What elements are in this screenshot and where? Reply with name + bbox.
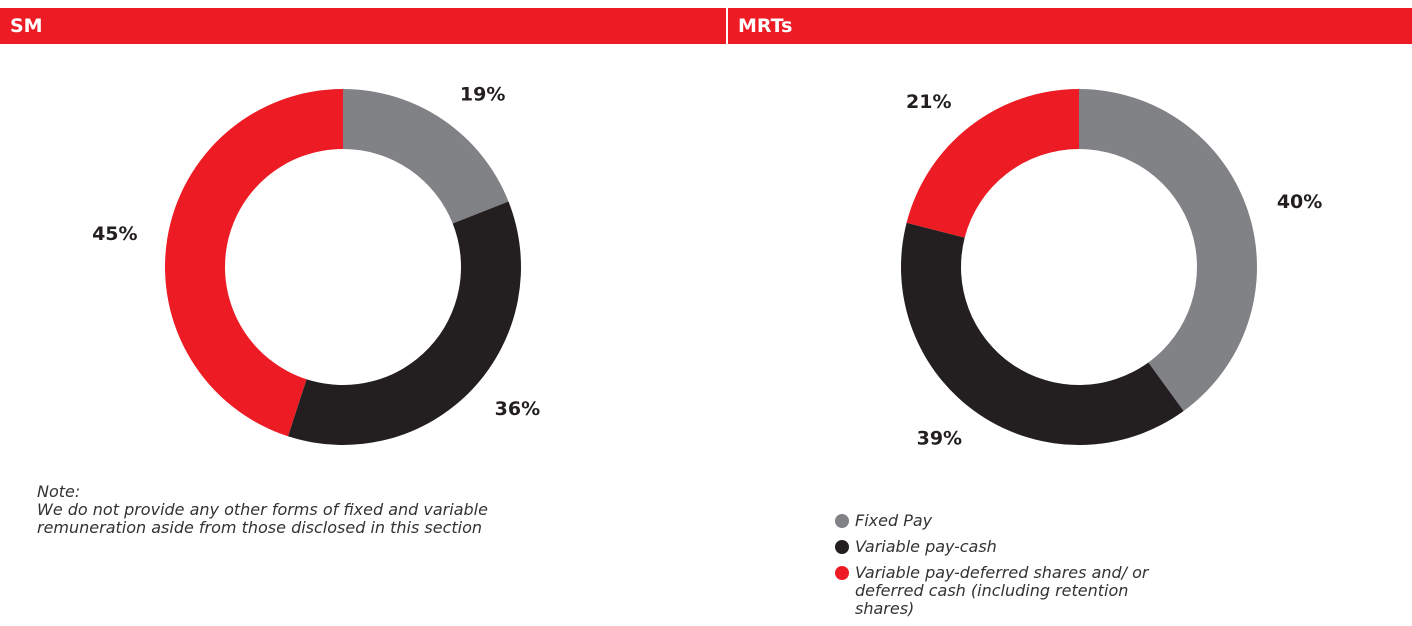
note-text: We do not provide any other forms of fix… [37, 500, 488, 537]
value-label: 45% [92, 223, 137, 245]
value-label: 39% [917, 428, 962, 450]
header-bar: MRTs [728, 8, 1412, 44]
value-label: 21% [906, 91, 951, 113]
donut-slice [287, 201, 521, 446]
legend-swatch [835, 540, 849, 554]
value-label: 40% [1277, 191, 1322, 213]
donut-slice [906, 89, 1079, 238]
donut-slice [165, 89, 343, 437]
legend-swatch [835, 566, 849, 580]
legend-label: Variable pay-deferred shares and/ or def… [855, 563, 1149, 618]
legend-swatch [835, 514, 849, 528]
legend-label: Fixed Pay [855, 511, 933, 530]
charts: 19% 36% 45% 40% 39% 21% [92, 83, 1322, 450]
donut-slice [1079, 89, 1257, 412]
legend: Fixed Pay Variable pay-cash Variable pay-d… [835, 512, 1275, 626]
note: Note: We do not provide any other forms … [37, 483, 577, 537]
legend-label: Variable pay-cash [855, 537, 997, 556]
legend-item: Variable pay-deferred shares and/ or def… [835, 564, 1155, 618]
legend-item: Variable pay-cash [835, 538, 1155, 556]
page: {"legend": {"items": [ {"name": "Fixed P… [0, 8, 1412, 618]
header-bar: SM [0, 8, 726, 44]
value-label: 19% [460, 83, 505, 105]
donut-slice [901, 222, 1184, 445]
legend-item: Fixed Pay [835, 512, 1155, 530]
value-label: 36% [495, 398, 540, 420]
donut-slice [343, 89, 509, 224]
note-label: Note: [37, 482, 81, 501]
